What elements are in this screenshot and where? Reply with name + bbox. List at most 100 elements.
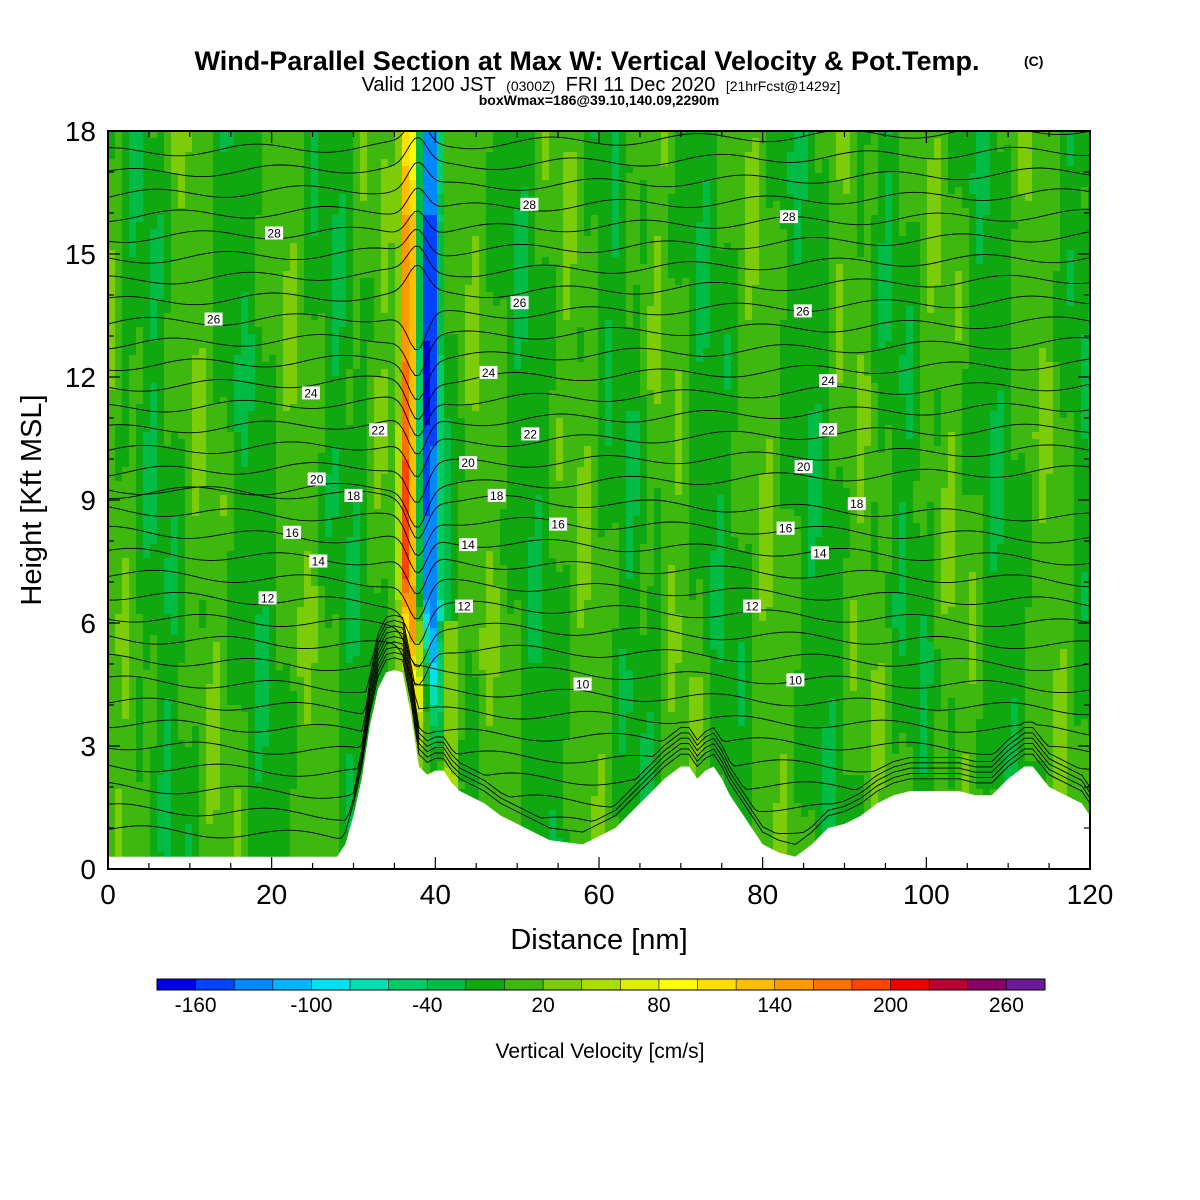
velocity-cell [339,152,347,160]
velocity-cell [633,264,641,272]
velocity-cell [948,334,956,342]
velocity-cell [633,327,641,335]
velocity-cell [983,285,991,293]
velocity-cell [409,173,417,181]
velocity-cell [661,180,669,188]
velocity-cell [906,334,914,342]
velocity-cell [1053,236,1061,244]
velocity-cell [108,173,116,181]
velocity-cell [920,327,928,335]
velocity-cell [584,236,592,244]
velocity-cell [990,285,998,293]
velocity-cell [472,201,480,209]
velocity-cell [759,208,767,216]
velocity-cell [150,376,158,384]
velocity-cell [598,250,606,258]
velocity-cell [500,166,508,174]
velocity-cell [1032,348,1040,356]
velocity-cell [493,250,501,258]
velocity-cell [311,362,319,370]
velocity-cell [906,194,914,202]
velocity-cell [185,271,193,279]
velocity-cell [360,222,368,230]
velocity-cell [941,159,949,167]
velocity-cell [570,278,578,286]
velocity-cell [465,334,473,342]
velocity-cell [388,173,396,181]
velocity-cell [591,348,599,356]
velocity-cell [451,159,459,167]
velocity-cell [864,187,872,195]
velocity-cell [654,159,662,167]
velocity-cell [458,173,466,181]
velocity-cell [633,215,641,223]
velocity-cell [878,369,886,377]
velocity-cell [703,173,711,181]
velocity-cell [1032,208,1040,216]
velocity-cell [969,138,977,146]
velocity-cell [1025,229,1033,237]
velocity-cell [1046,159,1054,167]
velocity-cell [591,131,599,139]
velocity-cell [577,159,585,167]
velocity-cell [724,285,732,293]
velocity-cell [752,257,760,265]
velocity-cell [941,264,949,272]
velocity-cell [402,292,410,300]
velocity-cell [185,299,193,307]
velocity-cell [724,313,732,321]
velocity-cell [276,236,284,244]
velocity-cell [402,320,410,328]
velocity-cell [1032,187,1040,195]
velocity-cell [248,327,256,335]
velocity-cell [815,313,823,321]
velocity-cell [724,299,732,307]
velocity-cell [136,313,144,321]
velocity-cell [388,369,396,377]
velocity-cell [451,271,459,279]
velocity-cell [766,250,774,258]
velocity-cell [773,215,781,223]
velocity-cell [1067,327,1075,335]
velocity-cell [962,187,970,195]
velocity-cell [738,159,746,167]
velocity-cell [780,236,788,244]
velocity-cell [1011,194,1019,202]
velocity-cell [857,145,865,153]
velocity-cell [815,250,823,258]
velocity-cell [437,229,445,237]
velocity-cell [962,173,970,181]
velocity-cell [997,180,1005,188]
velocity-cell [591,236,599,244]
velocity-cell [801,369,809,377]
velocity-cell [626,348,634,356]
velocity-cell [983,180,991,188]
velocity-cell [290,376,298,384]
velocity-cell [318,327,326,335]
velocity-cell [668,369,676,377]
velocity-cell [430,257,438,265]
velocity-cell [773,327,781,335]
velocity-cell [437,173,445,181]
velocity-cell [542,348,550,356]
velocity-cell [549,229,557,237]
velocity-cell [591,341,599,349]
velocity-cell [850,187,858,195]
velocity-cell [409,355,417,363]
velocity-cell [878,166,886,174]
velocity-cell [108,166,116,174]
velocity-cell [164,166,172,174]
velocity-cell [241,152,249,160]
velocity-cell [766,271,774,279]
velocity-cell [108,327,116,335]
velocity-cell [192,201,200,209]
velocity-cell [913,180,921,188]
velocity-cell [122,271,130,279]
velocity-cell [276,131,284,139]
velocity-cell [535,285,543,293]
velocity-cell [206,257,214,265]
velocity-cell [598,362,606,370]
velocity-cell [815,348,823,356]
velocity-cell [731,320,739,328]
velocity-cell [388,341,396,349]
